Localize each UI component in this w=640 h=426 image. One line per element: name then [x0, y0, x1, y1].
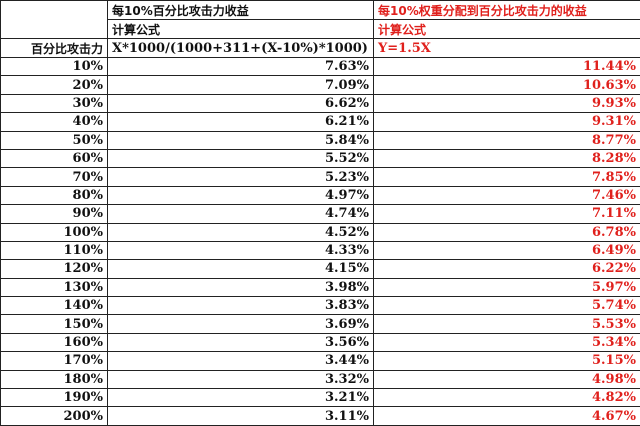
- table-row: 170%3.44%5.15%: [1, 352, 640, 370]
- weighted-gain-cell: 6.22%: [374, 260, 640, 278]
- table-row: 200%3.11%4.67%: [1, 407, 640, 425]
- percent-cell: 140%: [1, 297, 108, 315]
- table-row: 90%4.74%7.11%: [1, 205, 640, 223]
- header-row-title: 每10%百分比攻击力收益 每10%权重分配到百分比攻击力的收益: [1, 1, 640, 20]
- table-row: 20%7.09%10.63%: [1, 76, 640, 94]
- percent-cell: 90%: [1, 205, 108, 223]
- weighted-gain-cell: 5.15%: [374, 352, 640, 370]
- percent-cell: 130%: [1, 278, 108, 296]
- table-row: 10%7.63%11.44%: [1, 58, 640, 76]
- gain-cell: 3.32%: [108, 370, 374, 388]
- table-row: 30%6.62%9.93%: [1, 94, 640, 112]
- gain-cell: 5.84%: [108, 131, 374, 149]
- weighted-gain-cell: 8.28%: [374, 149, 640, 167]
- percent-cell: 150%: [1, 315, 108, 333]
- gain-cell: 4.33%: [108, 241, 374, 259]
- weighted-gain-cell: 9.93%: [374, 94, 640, 112]
- percent-cell: 60%: [1, 149, 108, 167]
- gain-cell: 7.09%: [108, 76, 374, 94]
- percent-cell: 120%: [1, 260, 108, 278]
- col3-formula-label: 计算公式: [374, 20, 640, 39]
- weighted-gain-cell: 7.11%: [374, 205, 640, 223]
- weighted-gain-cell: 5.53%: [374, 315, 640, 333]
- percent-cell: 180%: [1, 370, 108, 388]
- table-row: 150%3.69%5.53%: [1, 315, 640, 333]
- table-row: 130%3.98%5.97%: [1, 278, 640, 296]
- table-row: 160%3.56%5.34%: [1, 333, 640, 351]
- weighted-gain-cell: 5.34%: [374, 333, 640, 351]
- gain-cell: 3.21%: [108, 389, 374, 407]
- gain-cell: 3.56%: [108, 333, 374, 351]
- header-row-formula: 百分比攻击力 X*1000/(1000+311+(X-10%)*1000) Y=…: [1, 39, 640, 58]
- gain-cell: 5.52%: [108, 149, 374, 167]
- gain-cell: 3.11%: [108, 407, 374, 425]
- weighted-gain-cell: 4.82%: [374, 389, 640, 407]
- table-row: 180%3.32%4.98%: [1, 370, 640, 388]
- table-row: 190%3.21%4.82%: [1, 389, 640, 407]
- table-row: 70%5.23%7.85%: [1, 168, 640, 186]
- weighted-gain-cell: 4.67%: [374, 407, 640, 425]
- table-row: 100%4.52%6.78%: [1, 223, 640, 241]
- weighted-gain-cell: 7.85%: [374, 168, 640, 186]
- percent-cell: 20%: [1, 76, 108, 94]
- col1-label: 百分比攻击力: [1, 39, 108, 58]
- gain-cell: 4.97%: [108, 186, 374, 204]
- gain-cell: 4.15%: [108, 260, 374, 278]
- empty-cell: [1, 1, 108, 20]
- weighted-gain-cell: 4.98%: [374, 370, 640, 388]
- percent-cell: 30%: [1, 94, 108, 112]
- table-row: 110%4.33%6.49%: [1, 241, 640, 259]
- gain-cell: 6.62%: [108, 94, 374, 112]
- header-row-formula-label: 计算公式 计算公式: [1, 20, 640, 39]
- weighted-gain-cell: 7.46%: [374, 186, 640, 204]
- percent-cell: 110%: [1, 241, 108, 259]
- gain-cell: 4.52%: [108, 223, 374, 241]
- table-row: 60%5.52%8.28%: [1, 149, 640, 167]
- percent-cell: 70%: [1, 168, 108, 186]
- percent-cell: 160%: [1, 333, 108, 351]
- weighted-gain-cell: 5.74%: [374, 297, 640, 315]
- table-row: 120%4.15%6.22%: [1, 260, 640, 278]
- col2-title: 每10%百分比攻击力收益: [108, 1, 374, 20]
- table-row: 140%3.83%5.74%: [1, 297, 640, 315]
- table-row: 40%6.21%9.31%: [1, 113, 640, 131]
- percent-cell: 40%: [1, 113, 108, 131]
- percent-cell: 100%: [1, 223, 108, 241]
- percent-cell: 80%: [1, 186, 108, 204]
- weighted-gain-cell: 11.44%: [374, 58, 640, 76]
- gain-cell: 4.74%: [108, 205, 374, 223]
- percent-cell: 170%: [1, 352, 108, 370]
- percent-cell: 50%: [1, 131, 108, 149]
- gain-cell: 3.69%: [108, 315, 374, 333]
- gain-cell: 7.63%: [108, 58, 374, 76]
- gain-cell: 3.83%: [108, 297, 374, 315]
- percent-cell: 200%: [1, 407, 108, 425]
- weighted-gain-cell: 5.97%: [374, 278, 640, 296]
- weighted-gain-cell: 6.78%: [374, 223, 640, 241]
- weighted-gain-cell: 6.49%: [374, 241, 640, 259]
- table-row: 80%4.97%7.46%: [1, 186, 640, 204]
- table-row: 50%5.84%8.77%: [1, 131, 640, 149]
- empty-cell: [1, 20, 108, 39]
- gain-cell: 6.21%: [108, 113, 374, 131]
- percent-cell: 190%: [1, 389, 108, 407]
- gain-cell: 3.44%: [108, 352, 374, 370]
- gain-cell: 5.23%: [108, 168, 374, 186]
- weighted-gain-cell: 9.31%: [374, 113, 640, 131]
- col3-title: 每10%权重分配到百分比攻击力的收益: [374, 1, 640, 20]
- gain-cell: 3.98%: [108, 278, 374, 296]
- col3-formula: Y=1.5X: [374, 39, 640, 58]
- weighted-gain-cell: 8.77%: [374, 131, 640, 149]
- weighted-gain-cell: 10.63%: [374, 76, 640, 94]
- col2-formula-label: 计算公式: [108, 20, 374, 39]
- col2-formula: X*1000/(1000+311+(X-10%)*1000): [108, 39, 374, 58]
- percent-cell: 10%: [1, 58, 108, 76]
